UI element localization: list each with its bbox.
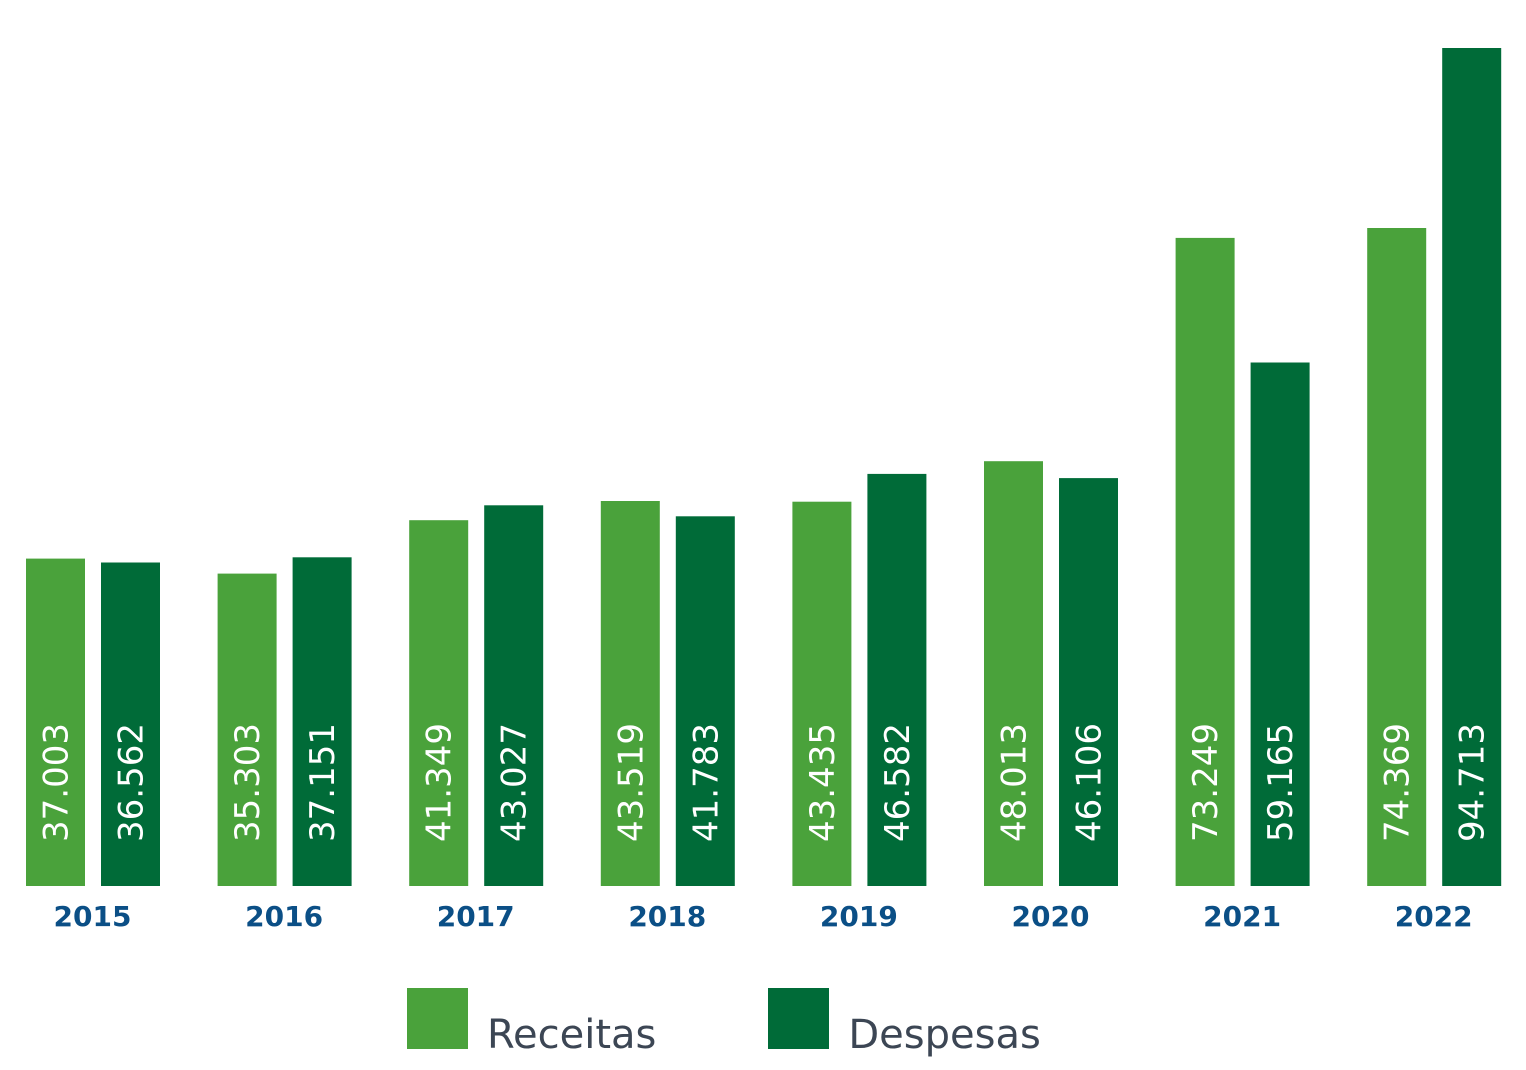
- data-label-receitas-2019: 43.435: [803, 723, 843, 842]
- data-label-receitas-2015: 37.003: [37, 723, 77, 842]
- bar-receitas-2019: [792, 501, 852, 886]
- legend-item-despesas: Despesas: [768, 988, 1041, 1055]
- legend-swatch-receitas: [407, 988, 468, 1049]
- data-label-despesas-2016: 37.151: [303, 723, 343, 842]
- data-label-receitas-2016: 35.303: [228, 723, 268, 842]
- data-label-receitas-2018: 43.519: [611, 723, 651, 842]
- bar-despesas-2017: [484, 505, 544, 886]
- bar-receitas-2018: [600, 501, 660, 886]
- x-tick-label-2020: 2020: [1012, 900, 1090, 933]
- legend-label-receitas: Receitas: [487, 1012, 657, 1058]
- legend: Receitas Despesas: [407, 988, 1041, 1055]
- data-label-despesas-2021: 59.165: [1261, 723, 1301, 842]
- bar-receitas-2015: [26, 558, 85, 886]
- bar-despesas-2022: [1442, 48, 1502, 886]
- data-label-receitas-2022: 74.369: [1378, 723, 1418, 842]
- bar-receitas-2020: [984, 461, 1043, 886]
- data-label-despesas-2018: 41.783: [686, 723, 726, 842]
- data-label-despesas-2015: 36.562: [112, 723, 152, 842]
- bar-receitas-2022: [1367, 228, 1427, 886]
- bar-receitas-2021: [1175, 237, 1235, 886]
- x-tick-label-2018: 2018: [628, 900, 706, 933]
- data-label-receitas-2020: 48.013: [995, 723, 1035, 842]
- bar-receitas-2016: [217, 573, 277, 886]
- bar-despesas-2019: [867, 473, 927, 886]
- legend-label-despesas: Despesas: [848, 1012, 1041, 1058]
- x-tick-label-2016: 2016: [245, 900, 323, 933]
- data-label-despesas-2019: 46.582: [878, 723, 918, 842]
- bar-chart: 37.003 36.562 2015 35.303 37.151 2016 41.349 43…: [26, 48, 1502, 933]
- data-label-despesas-2022: 94.713: [1453, 723, 1493, 842]
- legend-item-receitas: Receitas: [407, 988, 656, 1055]
- bar-despesas-2018: [675, 516, 735, 886]
- x-tick-label-2021: 2021: [1203, 900, 1281, 933]
- x-tick-label-2019: 2019: [820, 900, 898, 933]
- bar-receitas-2017: [409, 520, 469, 886]
- bar-despesas-2020: [1059, 478, 1118, 886]
- data-label-despesas-2017: 43.027: [495, 723, 535, 842]
- x-tick-label-2015: 2015: [54, 900, 132, 933]
- bar-despesas-2021: [1250, 362, 1310, 886]
- data-label-despesas-2020: 46.106: [1070, 723, 1110, 842]
- x-tick-label-2022: 2022: [1395, 900, 1473, 933]
- data-label-receitas-2017: 41.349: [420, 723, 460, 842]
- bar-despesas-2015: [101, 562, 160, 886]
- legend-swatch-despesas: [768, 988, 830, 1049]
- bar-despesas-2016: [292, 557, 352, 886]
- data-label-receitas-2021: 73.249: [1186, 723, 1226, 842]
- x-tick-label-2017: 2017: [437, 900, 515, 933]
